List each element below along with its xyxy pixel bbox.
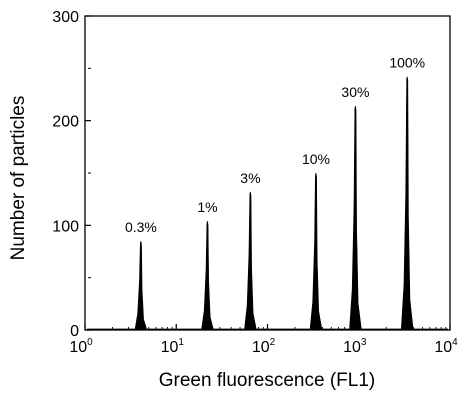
x-tick-exponent: 3 <box>361 337 367 348</box>
histogram-peak <box>134 240 148 331</box>
peak-label: 100% <box>389 55 425 71</box>
histogram-peak <box>244 191 257 331</box>
x-tick-base: 10 <box>434 339 452 356</box>
peak-label: 30% <box>341 84 369 100</box>
y-tick-label: 100 <box>52 218 79 235</box>
peaks-layer <box>87 76 448 331</box>
x-axis-label: Green fluorescence (FL1) <box>159 370 376 391</box>
y-tick-label: 0 <box>70 323 79 340</box>
x-tick-base: 10 <box>343 339 361 356</box>
y-tick-label: 300 <box>52 9 79 26</box>
x-tick-label: 100 <box>69 337 93 356</box>
histogram-peak <box>400 76 414 331</box>
x-tick-exponent: 0 <box>87 337 93 348</box>
x-tick-label: 104 <box>434 337 458 356</box>
histogram-peak <box>201 221 214 331</box>
peak-label: 3% <box>240 170 260 186</box>
x-tick-label: 101 <box>161 337 185 356</box>
x-tick-base: 10 <box>69 339 87 356</box>
labels-layer: 0.3% 1% 3% 10% 30% 100% <box>125 55 425 235</box>
x-tick-base: 10 <box>161 339 179 356</box>
x-tick-exponent: 1 <box>178 337 184 348</box>
histogram-peak <box>309 172 323 331</box>
y-axis-label: Number of particles <box>8 96 29 261</box>
y-tick-label: 200 <box>52 114 79 131</box>
peak-label: 1% <box>197 199 217 215</box>
peak-label: 0.3% <box>125 219 157 235</box>
x-tick-label: 103 <box>343 337 367 356</box>
x-tick-exponent: 2 <box>270 337 276 348</box>
x-tick-base: 10 <box>252 339 270 356</box>
x-tick-exponent: 4 <box>452 337 458 348</box>
x-tick-label: 102 <box>252 337 276 356</box>
peak-label: 10% <box>302 151 330 167</box>
histogram-peak <box>349 105 362 331</box>
